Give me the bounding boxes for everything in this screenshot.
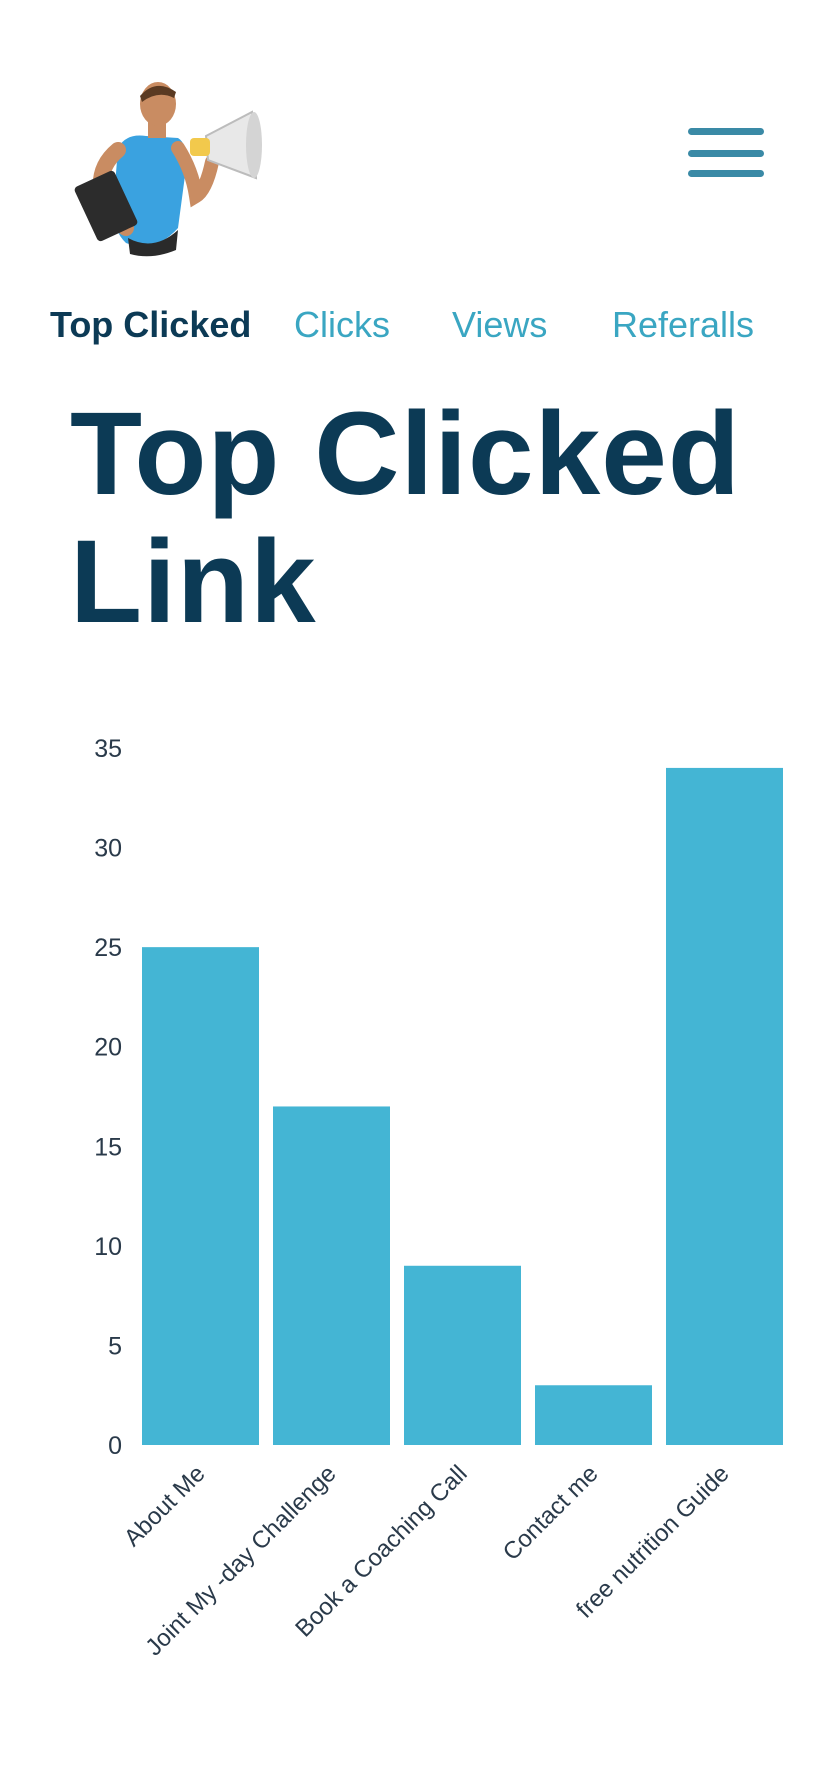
bar[interactable] [535,1385,652,1445]
page-title: Top Clicked Link [70,388,742,648]
bar[interactable] [666,767,783,1445]
tab-bar: Top Clicked Clicks Views Referalls [0,300,828,360]
x-tick-label: About Me [119,1460,211,1552]
tab-clicks[interactable]: Clicks [294,304,390,345]
hamburger-bar [688,170,764,177]
y-tick-label: 5 [108,1332,122,1360]
y-tick-label: 35 [94,735,122,763]
hamburger-bar [688,150,764,157]
man-with-megaphone-icon [74,82,262,257]
y-tick-label: 10 [94,1233,122,1261]
bar[interactable] [273,1106,390,1445]
y-tick-label: 15 [94,1133,122,1161]
y-tick-label: 30 [94,835,122,863]
y-tick-label: 25 [94,934,122,962]
logo [66,78,266,258]
menu-button[interactable] [688,128,764,192]
bar[interactable] [142,947,259,1445]
tab-top-clicked[interactable]: Top Clicked [50,304,252,345]
y-tick-label: 20 [94,1034,122,1062]
hamburger-bar [688,128,764,135]
x-tick-label: Contact me [498,1460,604,1566]
bar[interactable] [404,1265,521,1445]
tab-views[interactable]: Views [452,304,548,345]
y-tick-label: 0 [108,1432,122,1460]
tab-referalls[interactable]: Referalls [612,304,755,345]
top-clicked-chart: 0 5 10 15 20 25 30 35 About Me Joint My -day Chal… [0,700,828,1700]
